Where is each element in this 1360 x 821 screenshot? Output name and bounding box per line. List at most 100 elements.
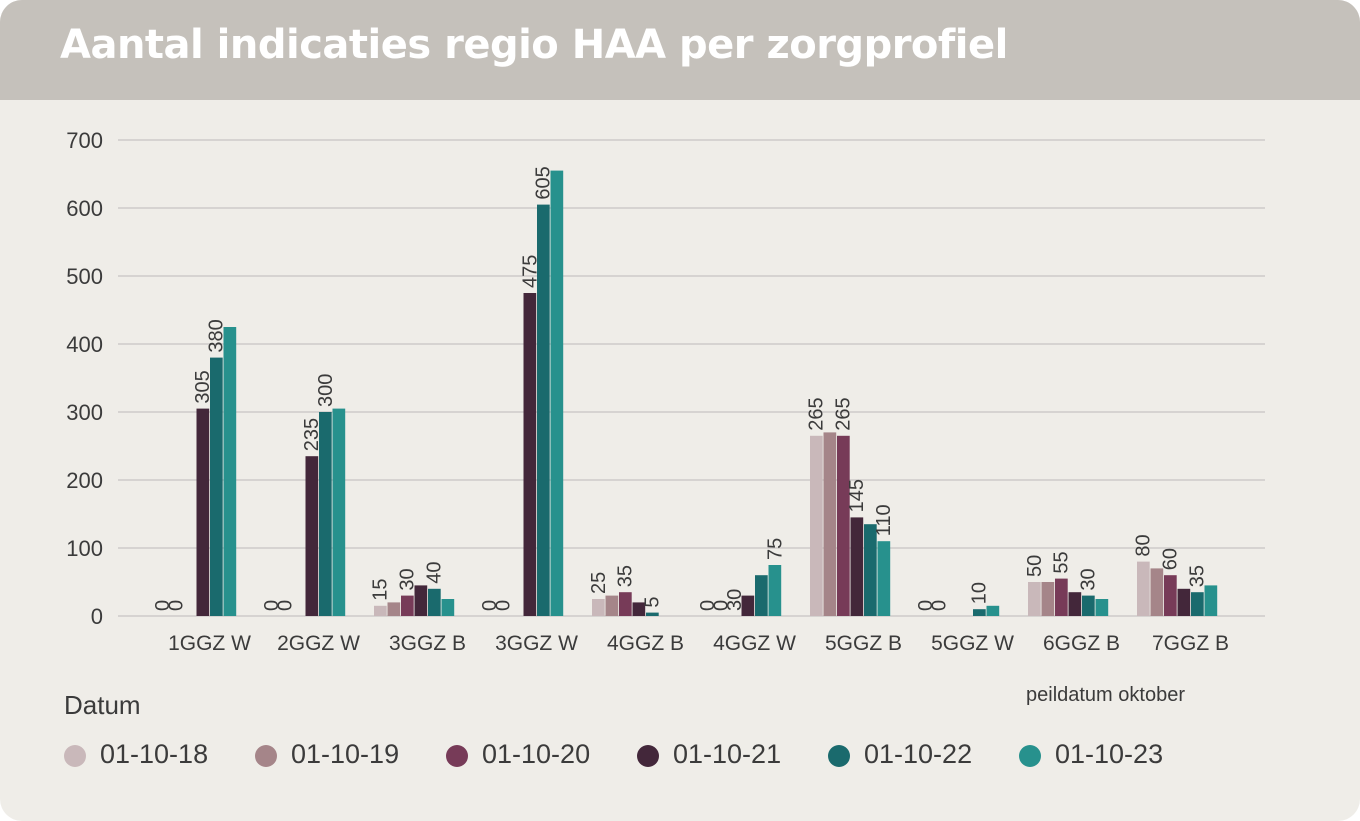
data-label: 35 [1187, 565, 1209, 587]
data-label: 75 [764, 538, 786, 560]
bar [1204, 585, 1218, 616]
y-axis: 0 100 200 300 400 500 600 700 [66, 128, 103, 629]
data-label: 305 [192, 370, 214, 403]
data-label: 0 [165, 600, 187, 611]
x-tick-label: 3GGZ W [495, 632, 578, 655]
y-tick-label: 400 [66, 332, 103, 357]
legend-swatch [255, 745, 277, 767]
bar [523, 293, 537, 616]
bar [810, 435, 823, 616]
x-tick-label: 7GGZ B [1152, 632, 1229, 655]
legend-swatch [828, 745, 850, 767]
bar [837, 435, 850, 616]
bar [374, 605, 387, 616]
data-label: 0 [697, 600, 719, 611]
bar [1068, 592, 1082, 616]
legend-swatch [446, 745, 468, 767]
bar [823, 432, 837, 616]
data-label: 265 [833, 397, 855, 430]
legend-swatch [637, 745, 659, 767]
data-label: 30 [724, 589, 746, 611]
bar [210, 357, 223, 616]
bar [1055, 578, 1068, 616]
data-label: 10 [969, 582, 991, 604]
y-tick-label: 200 [66, 468, 103, 493]
data-label: 35 [615, 565, 637, 587]
data-label: 15 [370, 579, 392, 601]
bar [1095, 599, 1109, 616]
data-label: 30 [1078, 568, 1100, 590]
legend-swatch [64, 745, 86, 767]
bars [196, 170, 1218, 616]
data-label: 0 [710, 600, 732, 611]
legend-swatch [1019, 745, 1041, 767]
data-label: 50 [1024, 555, 1046, 577]
data-label: 40 [424, 562, 446, 584]
data-label: 0 [152, 600, 174, 611]
data-label: 25 [588, 572, 610, 594]
data-label: 300 [315, 374, 337, 407]
legend-label: 01-10-22 [864, 739, 973, 769]
data-label: 80 [1133, 534, 1155, 556]
bar [986, 605, 1000, 616]
x-tick-label: 5GGZ W [931, 632, 1014, 655]
legend-label: 01-10-19 [291, 739, 400, 769]
x-tick-label: 5GGZ B [825, 632, 902, 655]
bar [755, 575, 768, 616]
bar [196, 408, 210, 616]
bar [1041, 582, 1055, 616]
data-label: 145 [846, 479, 868, 512]
title-bar: Aantal indicaties regio HAA per zorgprof… [0, 0, 1360, 100]
chart-title: Aantal indicaties regio HAA per zorgprof… [60, 22, 1008, 68]
bar [768, 565, 782, 616]
bar [619, 592, 632, 616]
bar [850, 517, 864, 616]
bar [537, 204, 550, 616]
data-label: 235 [301, 418, 323, 451]
data-label: 0 [274, 600, 296, 611]
legend-label: 01-10-21 [673, 739, 782, 769]
bar [401, 595, 414, 616]
x-tick-label: 1GGZ W [168, 632, 251, 655]
data-label: 60 [1160, 548, 1182, 570]
data-label: 475 [519, 255, 541, 288]
bar [1082, 595, 1095, 616]
data-label: 0 [492, 600, 514, 611]
data-label: 110 [873, 504, 895, 536]
y-tick-label: 600 [66, 196, 103, 221]
y-tick-label: 500 [66, 264, 103, 289]
bar [632, 602, 646, 616]
grid [118, 139, 1265, 617]
reference-date-note: peildatum oktober [1026, 684, 1185, 706]
bar [1137, 561, 1150, 616]
bar [428, 588, 441, 616]
bar [592, 599, 605, 616]
bar [1164, 575, 1177, 616]
data-label: 265 [806, 397, 828, 430]
bar [877, 541, 891, 616]
x-tick-label: 4GGZ W [713, 632, 796, 655]
y-tick-label: 0 [91, 604, 103, 629]
legend-title: Datum [64, 690, 141, 720]
data-label: 0 [915, 600, 937, 611]
x-tick-label: 4GGZ B [607, 632, 684, 655]
bar [1191, 592, 1204, 616]
data-label: 0 [479, 600, 501, 611]
bar [864, 524, 877, 616]
bar [319, 412, 332, 616]
bar [441, 599, 455, 616]
data-label: 30 [397, 568, 419, 590]
data-label: 380 [206, 319, 228, 352]
bar [646, 612, 659, 616]
y-tick-label: 300 [66, 400, 103, 425]
y-tick-label: 100 [66, 536, 103, 561]
x-axis: 1GGZ W 2GGZ W 3GGZ B 3GGZ W 4GGZ B 4GGZ W 5GGZ… [168, 632, 1229, 655]
bar [387, 602, 401, 616]
bar [1150, 568, 1164, 616]
bar [414, 585, 428, 616]
data-label: 0 [928, 600, 950, 611]
bar [605, 595, 619, 616]
y-tick-label: 700 [66, 128, 103, 153]
